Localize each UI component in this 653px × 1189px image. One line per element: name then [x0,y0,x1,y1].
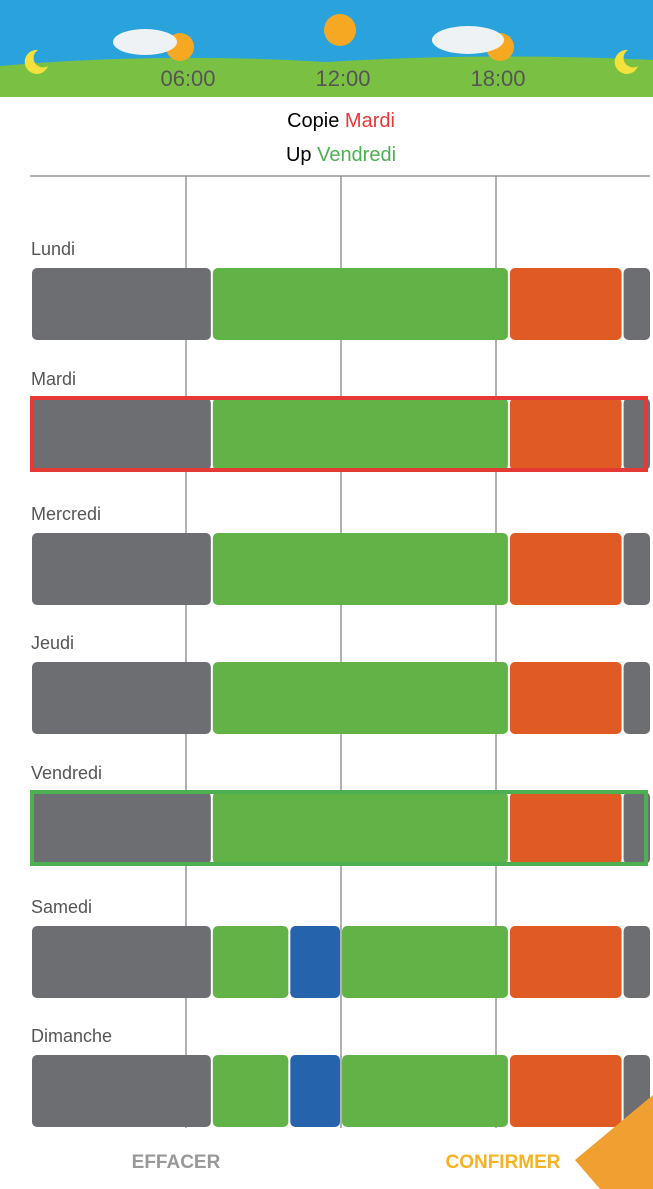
time-segment [510,792,622,864]
confirm-button[interactable]: CONFIRMER [445,1152,560,1173]
up-text: Up [286,144,312,166]
time-segment [510,533,622,605]
time-segment [213,398,508,470]
cloud [113,29,177,55]
day-label: Vendredi [31,763,102,783]
sun [324,14,356,46]
day-label: Mercredi [31,504,101,524]
time-segment [32,662,211,734]
day-label: Dimanche [31,1026,112,1046]
time-segment [32,926,211,998]
time-segment [32,792,211,864]
time-segment [624,662,650,734]
time-segment [290,926,340,998]
time-segment [624,926,650,998]
copy-line: Copie Mardi [287,110,395,132]
time-label: 12:00 [315,66,370,91]
time-segment [32,1055,211,1127]
time-label: 06:00 [160,66,215,91]
time-segment [32,533,211,605]
time-segment [624,268,650,340]
time-segment [510,398,622,470]
day-label: Jeudi [31,633,74,653]
time-segment [342,1055,508,1127]
time-segment [213,792,508,864]
day-label: Samedi [31,897,92,917]
time-segment [510,1055,622,1127]
time-segment [213,268,508,340]
time-segment [290,1055,340,1127]
time-segment [213,1055,288,1127]
time-segment [510,268,622,340]
copy-text: Copie [287,110,339,132]
up-line: Up Vendredi [286,144,396,166]
time-segment [510,662,622,734]
time-segment [32,268,211,340]
screen: Copie Mardi Up Vendredi Lundi Mardi Mercre… [0,0,653,1189]
up-day: Vendredi [317,144,396,166]
time-segment [213,926,288,998]
time-segment [213,533,508,605]
time-segment [510,926,622,998]
time-label: 18:00 [470,66,525,91]
copy-day: Mardi [345,110,395,132]
day-label: Mardi [31,369,76,389]
time-segment [342,926,508,998]
time-segment [32,398,211,470]
day-label: Lundi [31,239,75,259]
time-segment [624,533,650,605]
cloud [432,26,504,54]
clear-button[interactable]: EFFACER [132,1152,221,1173]
time-segment [213,662,508,734]
